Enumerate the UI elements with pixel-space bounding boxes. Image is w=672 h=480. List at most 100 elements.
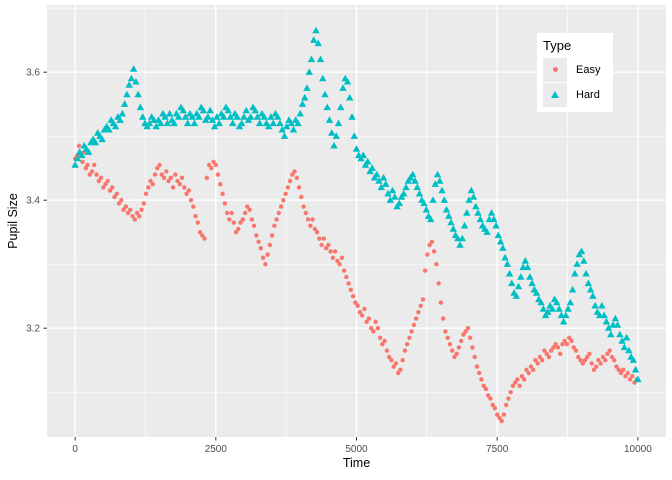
- hard-data-point: [319, 74, 327, 82]
- easy-data-point: [623, 374, 628, 379]
- hard-data-point: [210, 122, 219, 130]
- easy-data-point: [101, 185, 106, 190]
- easy-data-point: [447, 342, 453, 347]
- easy-data-point: [371, 329, 376, 334]
- easy-data-point: [416, 310, 421, 315]
- easy-data-point: [362, 306, 367, 312]
- easy-data-point: [179, 175, 185, 180]
- easy-data-point: [366, 316, 372, 321]
- easy-data-point: [436, 281, 441, 286]
- x-tick-label: 2500: [205, 444, 228, 455]
- easy-data-point: [359, 313, 365, 318]
- easy-data-point: [242, 210, 248, 216]
- legend-label-hard: Hard: [576, 88, 600, 101]
- hard-data-point: [625, 346, 633, 354]
- easy-data-point: [443, 329, 448, 334]
- easy-data-point: [402, 348, 408, 353]
- easy-data-point: [357, 310, 363, 315]
- y-tick-label: 3.6: [26, 68, 40, 79]
- easy-data-point: [603, 358, 608, 363]
- easy-data-point: [449, 348, 455, 353]
- easy-data-point: [380, 342, 385, 347]
- easy-data-point: [89, 169, 95, 174]
- easy-data-point: [193, 214, 198, 219]
- hard-data-point: [555, 305, 563, 312]
- easy-data-point: [161, 175, 167, 180]
- easy-data-point: [558, 351, 563, 356]
- easy-data-point: [420, 297, 426, 302]
- easy-data-point: [567, 335, 572, 340]
- easy-data-point: [276, 210, 282, 216]
- hard-data-point: [436, 177, 444, 184]
- easy-data-point: [616, 367, 621, 372]
- easy-data-point: [535, 361, 540, 366]
- hard-data-point: [359, 151, 367, 159]
- hard-data-point: [165, 109, 174, 117]
- easy-data-point: [537, 354, 543, 360]
- hard-data-point: [420, 199, 428, 207]
- hard-data-point: [438, 186, 446, 194]
- hard-data-point: [265, 122, 273, 130]
- easy-data-point: [499, 418, 504, 424]
- easy-data-point: [314, 230, 320, 235]
- easy-data-point: [510, 383, 516, 388]
- hard-data-point: [251, 106, 259, 114]
- easy-data-point: [375, 326, 381, 331]
- hard-triangle-marker-icon: [551, 91, 559, 98]
- easy-data-point: [211, 159, 216, 164]
- hard-data-point: [120, 100, 129, 107]
- easy-data-point: [98, 175, 104, 180]
- easy-data-point: [348, 287, 354, 292]
- easy-data-point: [526, 370, 531, 376]
- easy-data-point: [476, 370, 482, 376]
- hard-data-point: [224, 106, 232, 114]
- hard-data-point: [278, 125, 286, 133]
- hard-data-point: [332, 132, 340, 139]
- easy-data-point: [591, 367, 597, 372]
- hard-data-point: [84, 148, 93, 155]
- easy-data-point: [227, 217, 232, 222]
- hard-data-point: [474, 209, 482, 216]
- legend-title: Type: [543, 38, 572, 53]
- hard-data-point: [395, 199, 403, 207]
- easy-data-point: [254, 233, 259, 238]
- hard-data-point: [631, 365, 640, 373]
- easy-data-point: [265, 252, 270, 257]
- hard-data-point: [179, 106, 187, 114]
- easy-data-point: [578, 358, 583, 363]
- hard-data-point: [539, 305, 548, 312]
- easy-data-point: [220, 191, 225, 196]
- hard-data-point: [600, 311, 608, 319]
- easy-data-point: [182, 185, 187, 190]
- easy-data-point: [123, 204, 128, 209]
- easy-data-point: [130, 214, 135, 219]
- hard-data-point: [505, 269, 514, 277]
- easy-data-point: [292, 169, 297, 174]
- hard-data-point: [472, 202, 480, 210]
- easy-data-point: [195, 220, 201, 225]
- easy-data-point: [434, 262, 439, 267]
- easy-data-point: [461, 332, 466, 337]
- easy-data-point: [218, 182, 223, 187]
- easy-data-point: [92, 162, 97, 168]
- easy-data-point: [76, 143, 82, 148]
- hard-data-point: [568, 285, 577, 293]
- easy-data-point: [164, 169, 169, 174]
- hard-data-point: [501, 253, 509, 261]
- hard-data-point: [544, 308, 552, 315]
- hard-data-point: [445, 212, 453, 219]
- hard-data-point: [163, 119, 172, 127]
- easy-data-point: [166, 178, 171, 184]
- easy-data-point: [573, 348, 579, 353]
- easy-data-point: [533, 358, 538, 363]
- easy-data-point: [492, 406, 498, 411]
- hard-data-point: [559, 317, 568, 325]
- easy-data-point: [175, 178, 180, 184]
- hard-data-point: [523, 263, 532, 271]
- easy-data-point: [407, 335, 412, 340]
- hard-data-point: [294, 119, 302, 127]
- easy-data-point: [206, 162, 212, 168]
- easy-data-point: [96, 178, 101, 184]
- easy-data-point: [202, 236, 207, 241]
- legend: Type Easy Hard: [537, 33, 613, 112]
